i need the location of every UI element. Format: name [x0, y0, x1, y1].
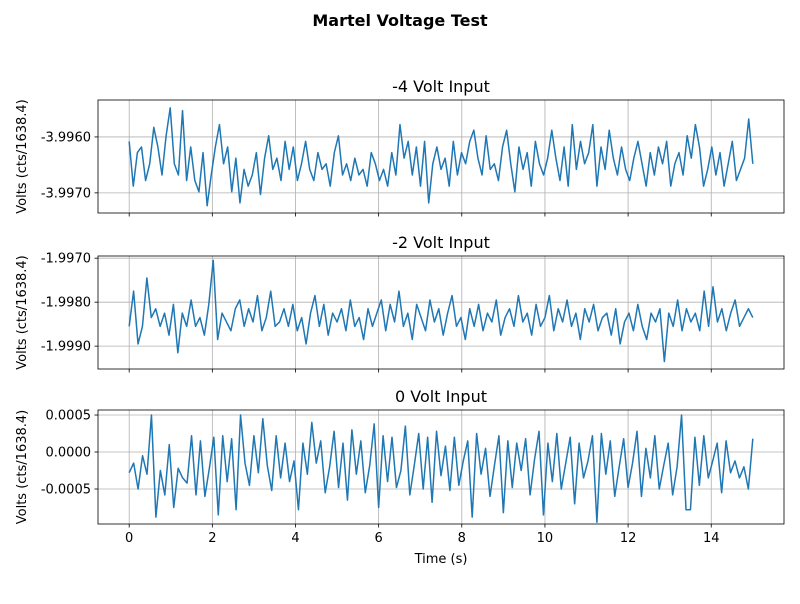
subplot-title: -2 Volt Input: [392, 233, 490, 252]
x-tick-label: 8: [458, 531, 466, 546]
series-line: [128, 107, 754, 207]
x-tick-label: 4: [291, 531, 299, 546]
y-tick-label: 0.0005: [46, 409, 92, 424]
y-axis-label: Volts (cts/1638.4): [15, 410, 30, 524]
subplot-0: -3.9960 -3.9970 -4 Volt Input Volts (cts/16…: [15, 77, 785, 217]
y-tick-label: -1.9990: [41, 340, 91, 355]
series-line: [128, 259, 754, 363]
x-tick-label: 12: [620, 531, 637, 546]
axes-frame: [97, 409, 785, 525]
figure-title: Martel Voltage Test: [312, 11, 488, 30]
y-axis-label: Volts (cts/1638.4): [15, 99, 30, 213]
y-tick-label: -0.0005: [41, 483, 91, 498]
axes-frame: [97, 255, 785, 370]
subplot-title: 0 Volt Input: [395, 387, 487, 406]
subplot-title: -4 Volt Input: [392, 77, 490, 96]
y-tick-label: 0.0000: [46, 446, 92, 461]
y-axis-label: Volts (cts/1638.4): [15, 255, 30, 369]
x-axis-label: Time (s): [414, 552, 468, 567]
series-line: [128, 414, 754, 524]
x-tick-label: 2: [208, 531, 216, 546]
x-tick-label: 0: [125, 531, 133, 546]
x-tick-label: 6: [374, 531, 382, 546]
axes-frame: [97, 99, 785, 214]
y-tick-label: -1.9970: [41, 252, 91, 267]
x-tick-label: 14: [703, 531, 720, 546]
subplot-2: 0 2 4 6 8 10 12 14 0.0005 0.0000 -0.0005 0 Volt Inp…: [15, 387, 785, 567]
subplot-1: -1.9970 -1.9980 -1.9990 -2 Volt Input Volts …: [15, 233, 785, 373]
y-tick-label: -1.9980: [41, 296, 91, 311]
x-tick-label: 10: [537, 531, 554, 546]
y-tick-label: -3.9970: [41, 186, 91, 201]
y-tick-label: -3.9960: [41, 130, 91, 145]
